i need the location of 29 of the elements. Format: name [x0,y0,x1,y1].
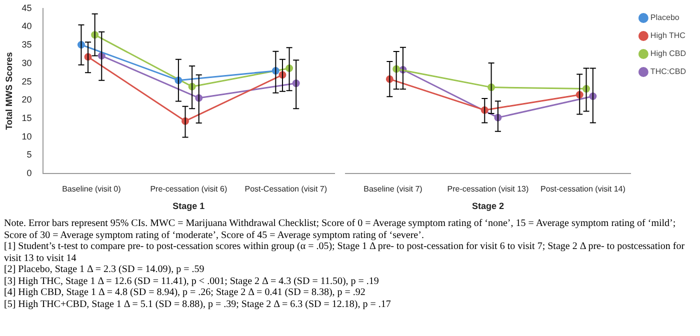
x-axis-title: Stage 2 [472,201,504,212]
x-tick-label: Pre-cessation (visit 13) [447,184,529,194]
legend-label: High CBD [650,49,686,58]
y-tick-label: 0 [26,168,32,178]
y-tick-label: 15 [22,113,32,124]
text: [4] High CBD, Stage 1 Δ = 4.8 (SD = 8.94), p = .26; Stage 2 Δ = 0.41 (SD = 8.38), p = .92 [4,287,366,298]
y-tick-label: 5 [26,150,32,160]
x-tick-label: Post-Cessation (visit 7) [244,184,328,194]
legend-label: THC:CBD [650,67,686,76]
x-axis-title: Stage 1 [172,201,205,212]
y-tick-label: 45 [22,2,32,13]
x-tick-label: Baseline (visit 7) [364,184,423,194]
y-tick-label: 20 [22,94,32,105]
text: [3] High THC, Stage 1 Δ = 12.6 (SD = 11.41), p < .001; Stage 2 Δ = 4.3 (SD = 11.50), p = .19 [4,276,380,287]
text: [1] Student’s t-test to compare pre- to post-cessation scores within group (α = .05); Stage 1 Δ pre- to post-cessation for visit 6 to visit 7; Stage 2 Δ pre- to postcessation for visit 13 to visit 14 [4,241,686,264]
x-tick-label: Post-cessation (visit 14) [540,184,626,194]
text: [5] High THC+CBD, Stage 1 Δ = 5.1 (SD = 8.88), p = .39; Stage 2 Δ = 6.3 (SD = 12.18), p = .17 [4,298,392,310]
text: [2] Placebo, Stage 1 Δ = 2.3 (SD = 14.09), p = .59 [4,264,206,276]
legend-label: Placebo [650,13,680,22]
legend-label: High THC [650,31,686,40]
y-tick-label: 25 [22,76,32,86]
y-axis-title: Total MWS Scores [4,52,14,130]
y-tick-label: 10 [22,131,32,142]
y-tick-label: 40 [22,21,32,32]
x-tick-label: Pre-cessation (visit 6) [150,184,228,194]
x-tick-label: Baseline (visit 0) [62,184,122,194]
y-tick-label: 35 [22,40,32,50]
text: Note. Error bars represent 95% CIs. MWC = Marijuana Withdrawal Checklist; Score of 0 = Average symptom rating of ‘none’, 15 = Average symptom rating of ‘mild’; Score of 30 = Average symptom rating of ‘moderate’, Score of 45 = Average symptom rating of ‘severe’. [4,218,677,241]
y-tick-label: 30 [22,58,32,68]
